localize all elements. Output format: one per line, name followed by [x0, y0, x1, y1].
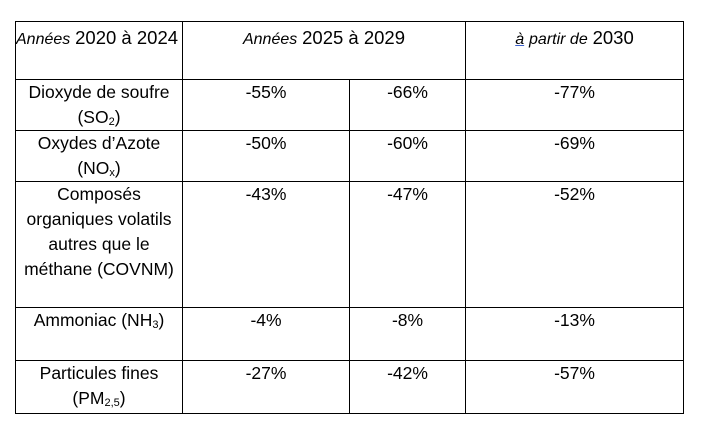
header-range: 2025 à 2029 [302, 27, 406, 48]
value-2025-2029: -42% [349, 360, 466, 414]
header-prefix: Années [242, 31, 298, 48]
pollutant-name: Composés organiques volatils autres que … [15, 181, 183, 308]
header-period-2025-2029: Années 2025 à 2029 [182, 21, 466, 80]
header-prefix-a: à [515, 31, 525, 48]
header-prefix-mid: partir de [529, 31, 588, 48]
value-2020-2024: -50% [182, 130, 350, 182]
value-2020-2024: -43% [182, 181, 350, 308]
pollutant-name: Ammoniac (NH3) [15, 307, 183, 361]
table-row: Composés organiques volatils autres que … [15, 181, 684, 308]
header-prefix: Années [16, 31, 71, 48]
value-2025-2029: -66% [349, 79, 466, 131]
pollutant-name: Dioxyde de soufre (SO2) [15, 79, 183, 131]
value-2030: -69% [465, 130, 684, 182]
value-2020-2024: -27% [182, 360, 350, 414]
table-row: Particules fines (PM2,5) -27% -42% -57% [15, 360, 684, 414]
value-2030: -77% [465, 79, 684, 131]
pollutant-name: Particules fines (PM2,5) [15, 360, 183, 414]
value-2030: -13% [465, 307, 684, 361]
emissions-reduction-table: Années 2020 à 2024 Années 2025 à 2029 à … [15, 21, 684, 414]
value-2030: -57% [465, 360, 684, 414]
table-row: Ammoniac (NH3) -4% -8% -13% [15, 307, 684, 361]
header-range: 2020 à 2024 [75, 27, 179, 48]
table-row: Oxydes d’Azote (NOx) -50% -60% -69% [15, 130, 684, 182]
pollutant-name: Oxydes d’Azote (NOx) [15, 130, 183, 182]
value-2025-2029: -8% [349, 307, 466, 361]
header-row: Années 2020 à 2024 Années 2025 à 2029 à … [15, 21, 684, 80]
table-row: Dioxyde de soufre (SO2) -55% -66% -77% [15, 79, 684, 131]
value-2020-2024: -55% [182, 79, 350, 131]
header-period-2030: à partir de 2030 [465, 21, 684, 80]
header-period-2020-2024: Années 2020 à 2024 [15, 21, 183, 80]
value-2020-2024: -4% [182, 307, 350, 361]
value-2030: -52% [465, 181, 684, 308]
value-2025-2029: -60% [349, 130, 466, 182]
header-year: 2030 [592, 27, 634, 48]
value-2025-2029: -47% [349, 181, 466, 308]
